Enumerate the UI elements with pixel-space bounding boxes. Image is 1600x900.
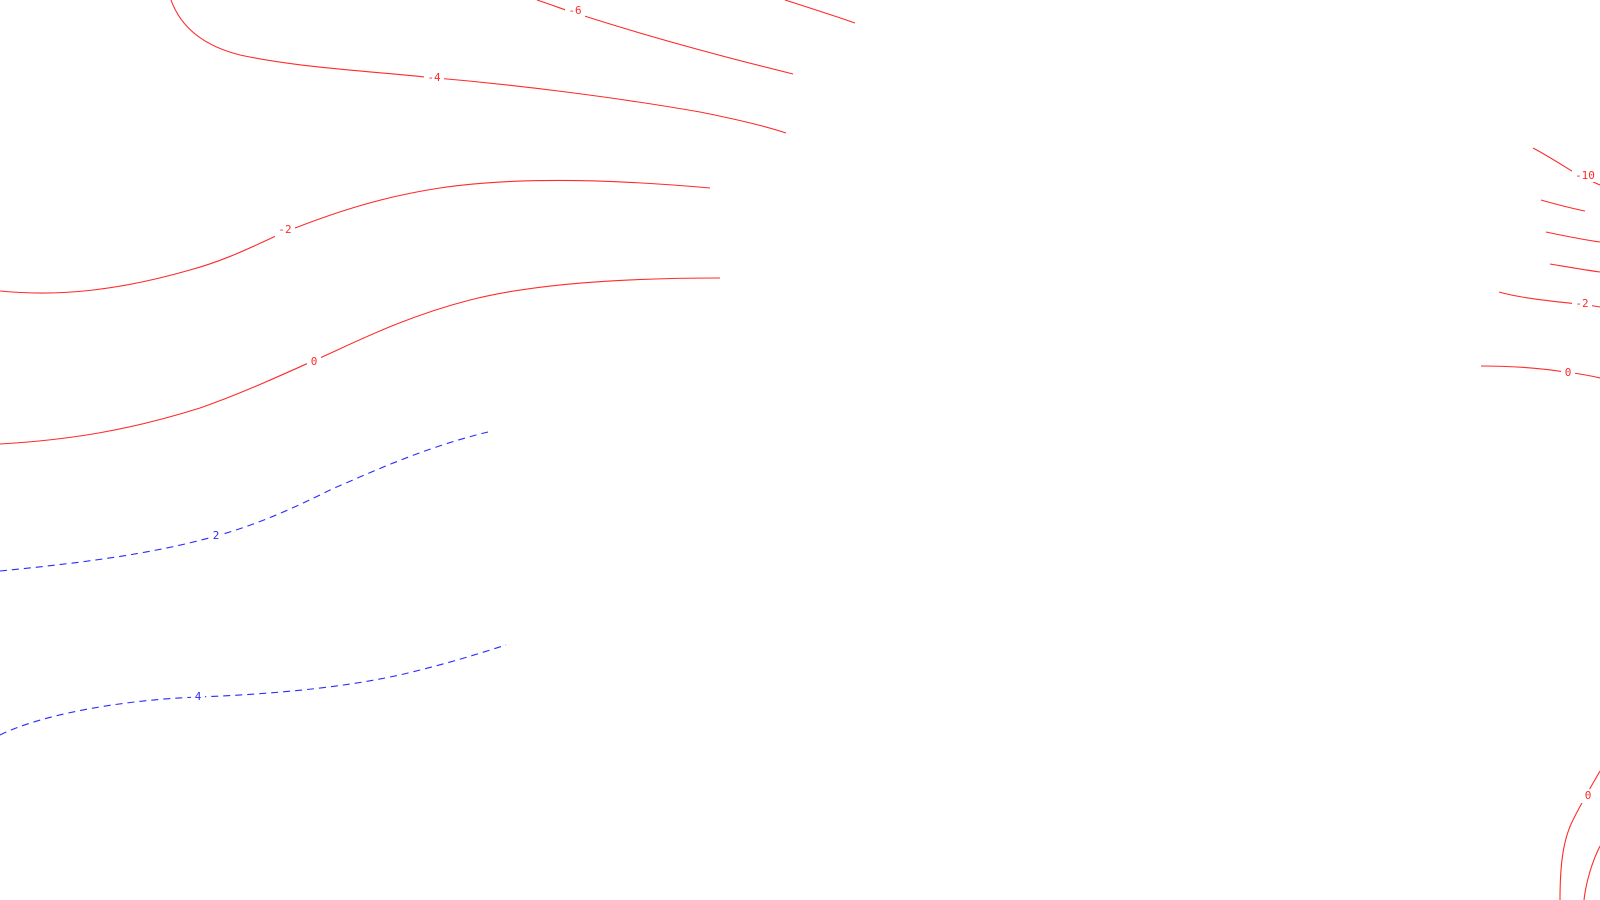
contour-line-right-c [1549,263,1600,273]
contour-line-plus-4 [0,644,507,736]
contour-line-plus-2 [0,431,489,572]
contour-label-group-plus-4: 4 [191,690,205,704]
contour-line-minus-6 [536,0,794,75]
contour-line-minus-2-left [0,179,711,294]
contour-line-minus-4 [170,0,787,134]
contour-label: 0 [1565,366,1572,379]
contour-label: -10 [1575,169,1595,182]
contour-label: 0 [311,355,318,368]
contour-line-right-b [1545,231,1600,243]
contour-label-group-zero-right: 0 [1561,366,1575,380]
contour-label-group-zero-bottom-right: 0 [1581,789,1595,803]
contour-label-group-plus-2: 2 [209,529,223,543]
contour-line-zero-right [1480,365,1600,379]
contour-line-minus-6-upper [784,0,856,24]
contour-line-bottom-right-inner [1583,845,1600,900]
contour-label: -2 [278,223,291,236]
contour-label-group-minus-2-right: -2 [1572,297,1592,311]
contour-label: 2 [213,529,220,542]
contour-label-group-zero-left: 0 [307,354,321,368]
contour-label-group-minus-6: -6 [565,4,585,18]
contour-label: 0 [1585,789,1592,802]
contour-label-group-minus-4: -4 [424,71,444,85]
contour-label: 4 [195,690,202,703]
contour-label: -4 [427,71,441,84]
contour-label-group-minus-10-right: -10 [1572,168,1598,182]
contour-line-zero-left [0,277,721,445]
contour-line-zero-bottom-right [1559,770,1600,900]
contour-label-group-minus-2-left: -2 [275,223,295,237]
contour-line-right-a [1540,199,1586,212]
contour-label: -6 [568,4,581,17]
contour-label: -2 [1575,297,1588,310]
